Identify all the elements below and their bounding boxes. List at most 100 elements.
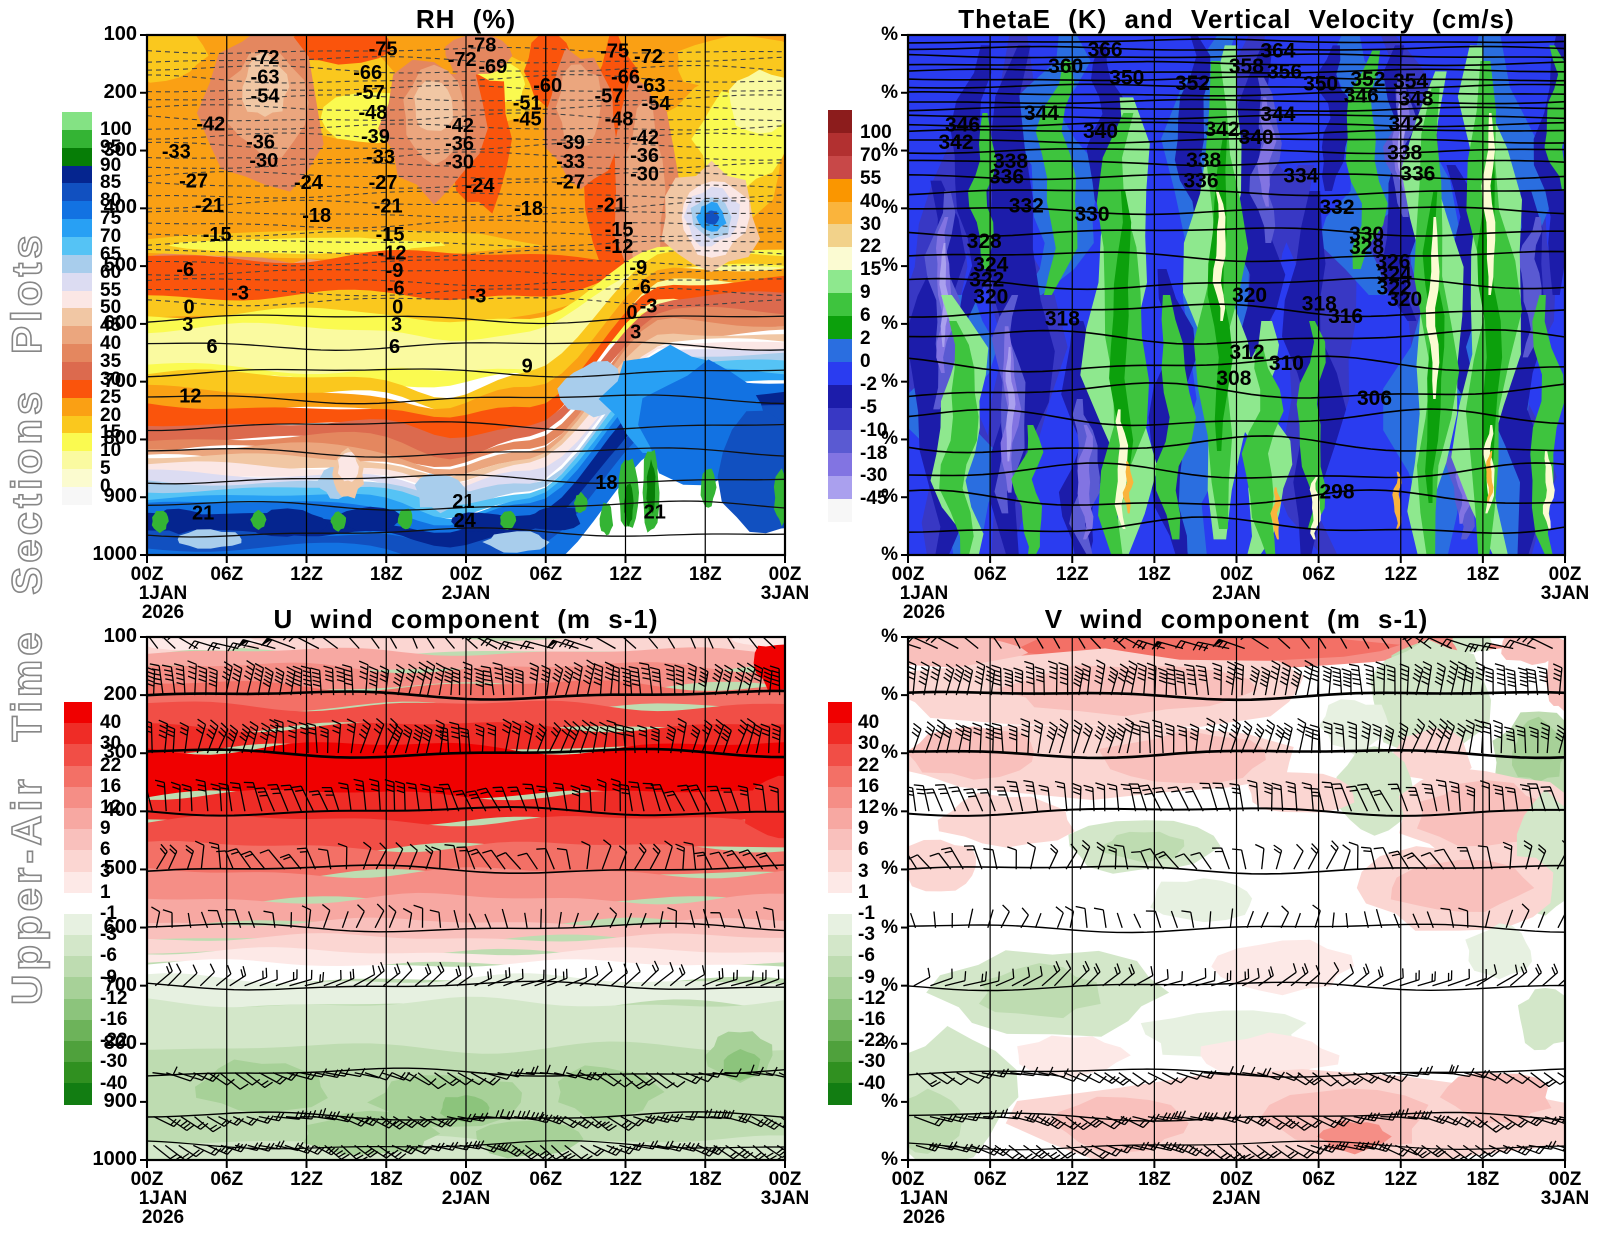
v-axis-ticks: [901, 636, 1566, 1168]
rh-xtick-5: 06Z: [529, 564, 563, 585]
contour-label: -18: [514, 198, 543, 220]
rh-ytick-600: 600: [103, 311, 137, 334]
rh-colorbar-swatch-1: [62, 129, 92, 148]
rh-date-3JAN: 3JAN: [760, 583, 810, 604]
contour-label: -51: [513, 93, 542, 115]
u-colorbar-label-1: 1: [100, 881, 111, 903]
rh-colorbar-label-0: 0: [100, 476, 111, 498]
contour-label: 324: [1377, 263, 1412, 286]
thetae-date-3JAN: 3JAN: [1540, 583, 1590, 604]
thetae-colorbar-swatch-4: [828, 201, 852, 225]
contour-label: 338: [1387, 142, 1422, 165]
contour-label: -48: [358, 102, 387, 124]
contour-label: 3: [182, 314, 193, 336]
v-xtick-2: 12Z: [1055, 1169, 1089, 1190]
contour-label: 21: [452, 491, 474, 513]
contour-label: 6: [207, 336, 218, 358]
u-xtick-7: 18Z: [688, 1169, 722, 1190]
rh-ytick-700: 700: [103, 369, 137, 392]
v-xtick-5: 06Z: [1302, 1169, 1335, 1190]
u-colorbar-label-6: 6: [100, 839, 111, 861]
contour-label: 328: [967, 230, 1002, 253]
rh-xtick-3: 18Z: [369, 564, 403, 585]
contour-label: 358: [1229, 55, 1264, 78]
v-colorbar-label-6: 6: [858, 839, 869, 861]
rh-colorbar-label-55: 55: [100, 279, 122, 301]
contour-label: -60: [533, 75, 562, 97]
rh-colorbar-swatch-19: [62, 451, 92, 470]
rh-colorbar-label-50: 50: [100, 297, 122, 319]
u-axis-ticks: [140, 636, 786, 1168]
thetae-colorbar-swatch-6: [828, 247, 852, 271]
thetae-colorbar-label-100: 100: [860, 121, 892, 143]
thetae-xtick-0: 00Z: [891, 564, 925, 585]
v-ytick-percent: %: [881, 1032, 898, 1054]
contour-label: 318: [1302, 292, 1337, 315]
contour-label: 342: [1388, 112, 1423, 135]
v-date-3JAN: 3JAN: [1540, 1188, 1590, 1209]
u-colorbar-swatch-12: [64, 956, 92, 978]
v-colorbar-swatch-11: [828, 935, 852, 957]
contour-label: -15: [605, 219, 634, 241]
u-colorbar-swatch-1: [64, 723, 92, 745]
contour-label: -12: [605, 236, 634, 258]
u-colorbar-label--22: -22: [100, 1030, 128, 1052]
thetae-colorbar-label--45: -45: [860, 488, 888, 510]
contour-label: -3: [640, 295, 658, 317]
thetae-date-1JAN: 1JAN: [899, 583, 949, 604]
rh-colorbar-label-70: 70: [100, 226, 122, 248]
contour-label: -36: [246, 132, 275, 154]
rh-contour-labels: -72-63-54-42-36-33 -30-27 -24-21 -18-15-75-…: [162, 35, 672, 532]
thetae-xtick-4: 00Z: [1220, 564, 1253, 585]
thetae-colorbar-label-30: 30: [860, 213, 882, 235]
page-vertical-title: Upper-Air Time Sections Plots: [2, 230, 51, 1005]
contour-label: -36: [630, 145, 659, 167]
u-ytick-300: 300: [103, 741, 137, 764]
v-grid-lines: [989, 637, 1484, 1160]
thetae-ytick-percent: %: [881, 197, 898, 219]
contour-label: 326: [1375, 251, 1410, 274]
v-colorbar-swatch-5: [828, 807, 852, 830]
rh-colorbar-label-45: 45: [100, 315, 122, 337]
contour-label: 310: [1269, 352, 1304, 375]
u-colorbar-swatch-18: [64, 1083, 92, 1105]
contour-label: 332: [1009, 195, 1044, 218]
v-ytick-percent: %: [881, 858, 898, 880]
thetae-ytick-percent: %: [881, 312, 898, 334]
contour-label: 338: [1186, 149, 1221, 172]
contour-label: 318: [1045, 307, 1080, 330]
v-colorbar-label--30: -30: [858, 1051, 886, 1073]
rh-ytick-500: 500: [103, 254, 137, 277]
thetae-axis-ticks: [901, 34, 1566, 563]
contour-label: 336: [1183, 170, 1218, 193]
contour-label: -30: [630, 163, 659, 185]
contour-label: -24: [294, 172, 324, 194]
v-ytick-percent: %: [881, 1090, 898, 1112]
v-panel-title: V wind component (m s-1): [1044, 604, 1429, 634]
contour-label: 328: [1349, 236, 1384, 259]
v-xtick-1: 06Z: [973, 1169, 1007, 1190]
contour-label: -27: [179, 171, 208, 193]
u-date-1JAN: 1JAN: [138, 1188, 188, 1209]
thetae-ytick-percent: %: [881, 139, 898, 161]
v-colorbar-swatch-13: [828, 977, 852, 999]
thetae-ytick-percent: %: [881, 428, 898, 450]
contour-label: 18: [595, 472, 617, 494]
contour-label: -75: [600, 41, 629, 63]
u-colorbar-label--3: -3: [100, 924, 117, 946]
u-colorbar-label-3: 3: [100, 860, 111, 882]
rh-xtick-6: 12Z: [609, 564, 642, 585]
contour-label: -63: [251, 67, 280, 89]
contour-label: -3: [469, 286, 487, 308]
u-plot: [140, 635, 787, 1168]
rh-ytick-200: 200: [103, 80, 137, 103]
u-colorbar-swatch-10: [64, 913, 92, 936]
rh-ytick-400: 400: [103, 196, 137, 219]
v-xtick-4: 00Z: [1220, 1169, 1253, 1190]
contour-label: -72: [251, 47, 280, 69]
thetae-xtick-6: 12Z: [1384, 564, 1418, 585]
rh-colorbar-swatch-7: [62, 237, 92, 255]
u-xtick-0: 00Z: [130, 1169, 164, 1190]
contour-label: -9: [386, 260, 404, 282]
